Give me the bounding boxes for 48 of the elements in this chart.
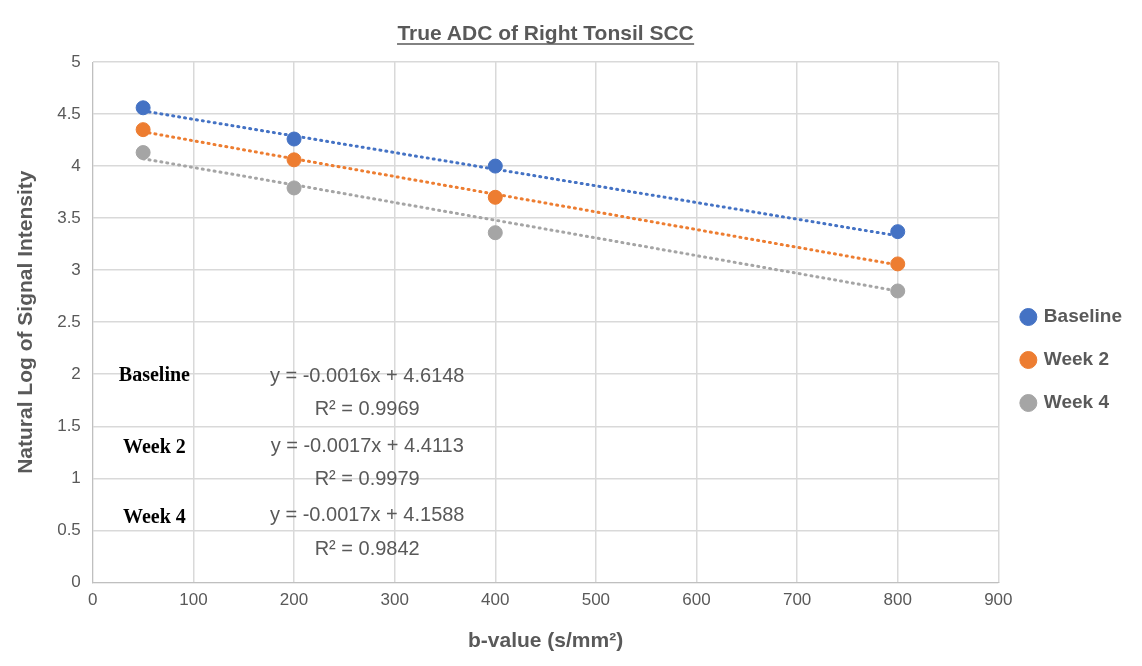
annotation: y = -0.0017x + 4.1588 [269, 503, 465, 526]
y-tick-label: 5 [71, 51, 81, 71]
point [286, 131, 302, 147]
y-tick-label: 3 [71, 259, 81, 279]
point [286, 152, 302, 168]
x-tick-label: 800 [883, 590, 912, 610]
point [135, 145, 151, 161]
y-tick-label: 0.5 [57, 520, 81, 540]
point [135, 100, 151, 116]
y-tick-label: 1 [71, 468, 81, 488]
annotation: R² = 0.9979 [314, 466, 420, 489]
x-axis-title: b-value (s/mm²) [467, 628, 624, 652]
x-tick-label: 0 [88, 590, 98, 610]
point [890, 224, 906, 240]
y-axis-title: Natural Log of Signal Intensity [13, 170, 37, 474]
x-tick-label: 400 [481, 590, 510, 610]
annotation: Week 2 [123, 435, 186, 458]
point [487, 225, 503, 241]
x-tick-label: 200 [279, 590, 309, 610]
x-tick-label: 500 [581, 590, 611, 610]
legend-label: Baseline [1043, 305, 1122, 327]
point [890, 256, 906, 272]
x-tick-label: 700 [782, 590, 812, 610]
y-tick-label: 0 [71, 572, 81, 592]
point [487, 189, 503, 205]
point [286, 180, 302, 196]
y-tick-label: 2.5 [57, 311, 81, 331]
legend-label: Week 2 [1043, 348, 1109, 370]
y-tick-label: 3.5 [57, 207, 81, 227]
x-tick-label: 900 [984, 590, 1013, 610]
y-tick-label: 4 [71, 155, 81, 175]
legend-label: Week 4 [1043, 391, 1110, 413]
annotation: y = -0.0017x + 4.4113 [270, 433, 464, 456]
annotation: Week 4 [123, 504, 186, 527]
point [890, 283, 906, 299]
y-tick-label: 2 [71, 363, 81, 383]
annotation: R² = 0.9842 [314, 536, 420, 559]
point [135, 122, 151, 138]
chart-title: True ADC of Right Tonsil SCC [397, 21, 694, 44]
y-tick-label: 1.5 [57, 415, 81, 435]
annotation: R² = 0.9969 [314, 397, 420, 420]
annotation: Baseline [118, 363, 191, 386]
point [487, 158, 503, 174]
x-tick-label: 100 [179, 590, 208, 610]
annotation: y = -0.0016x + 4.6148 [269, 363, 465, 386]
y-tick-label: 4.5 [57, 103, 81, 123]
x-tick-label: 600 [682, 590, 711, 610]
x-tick-label: 300 [380, 590, 409, 610]
